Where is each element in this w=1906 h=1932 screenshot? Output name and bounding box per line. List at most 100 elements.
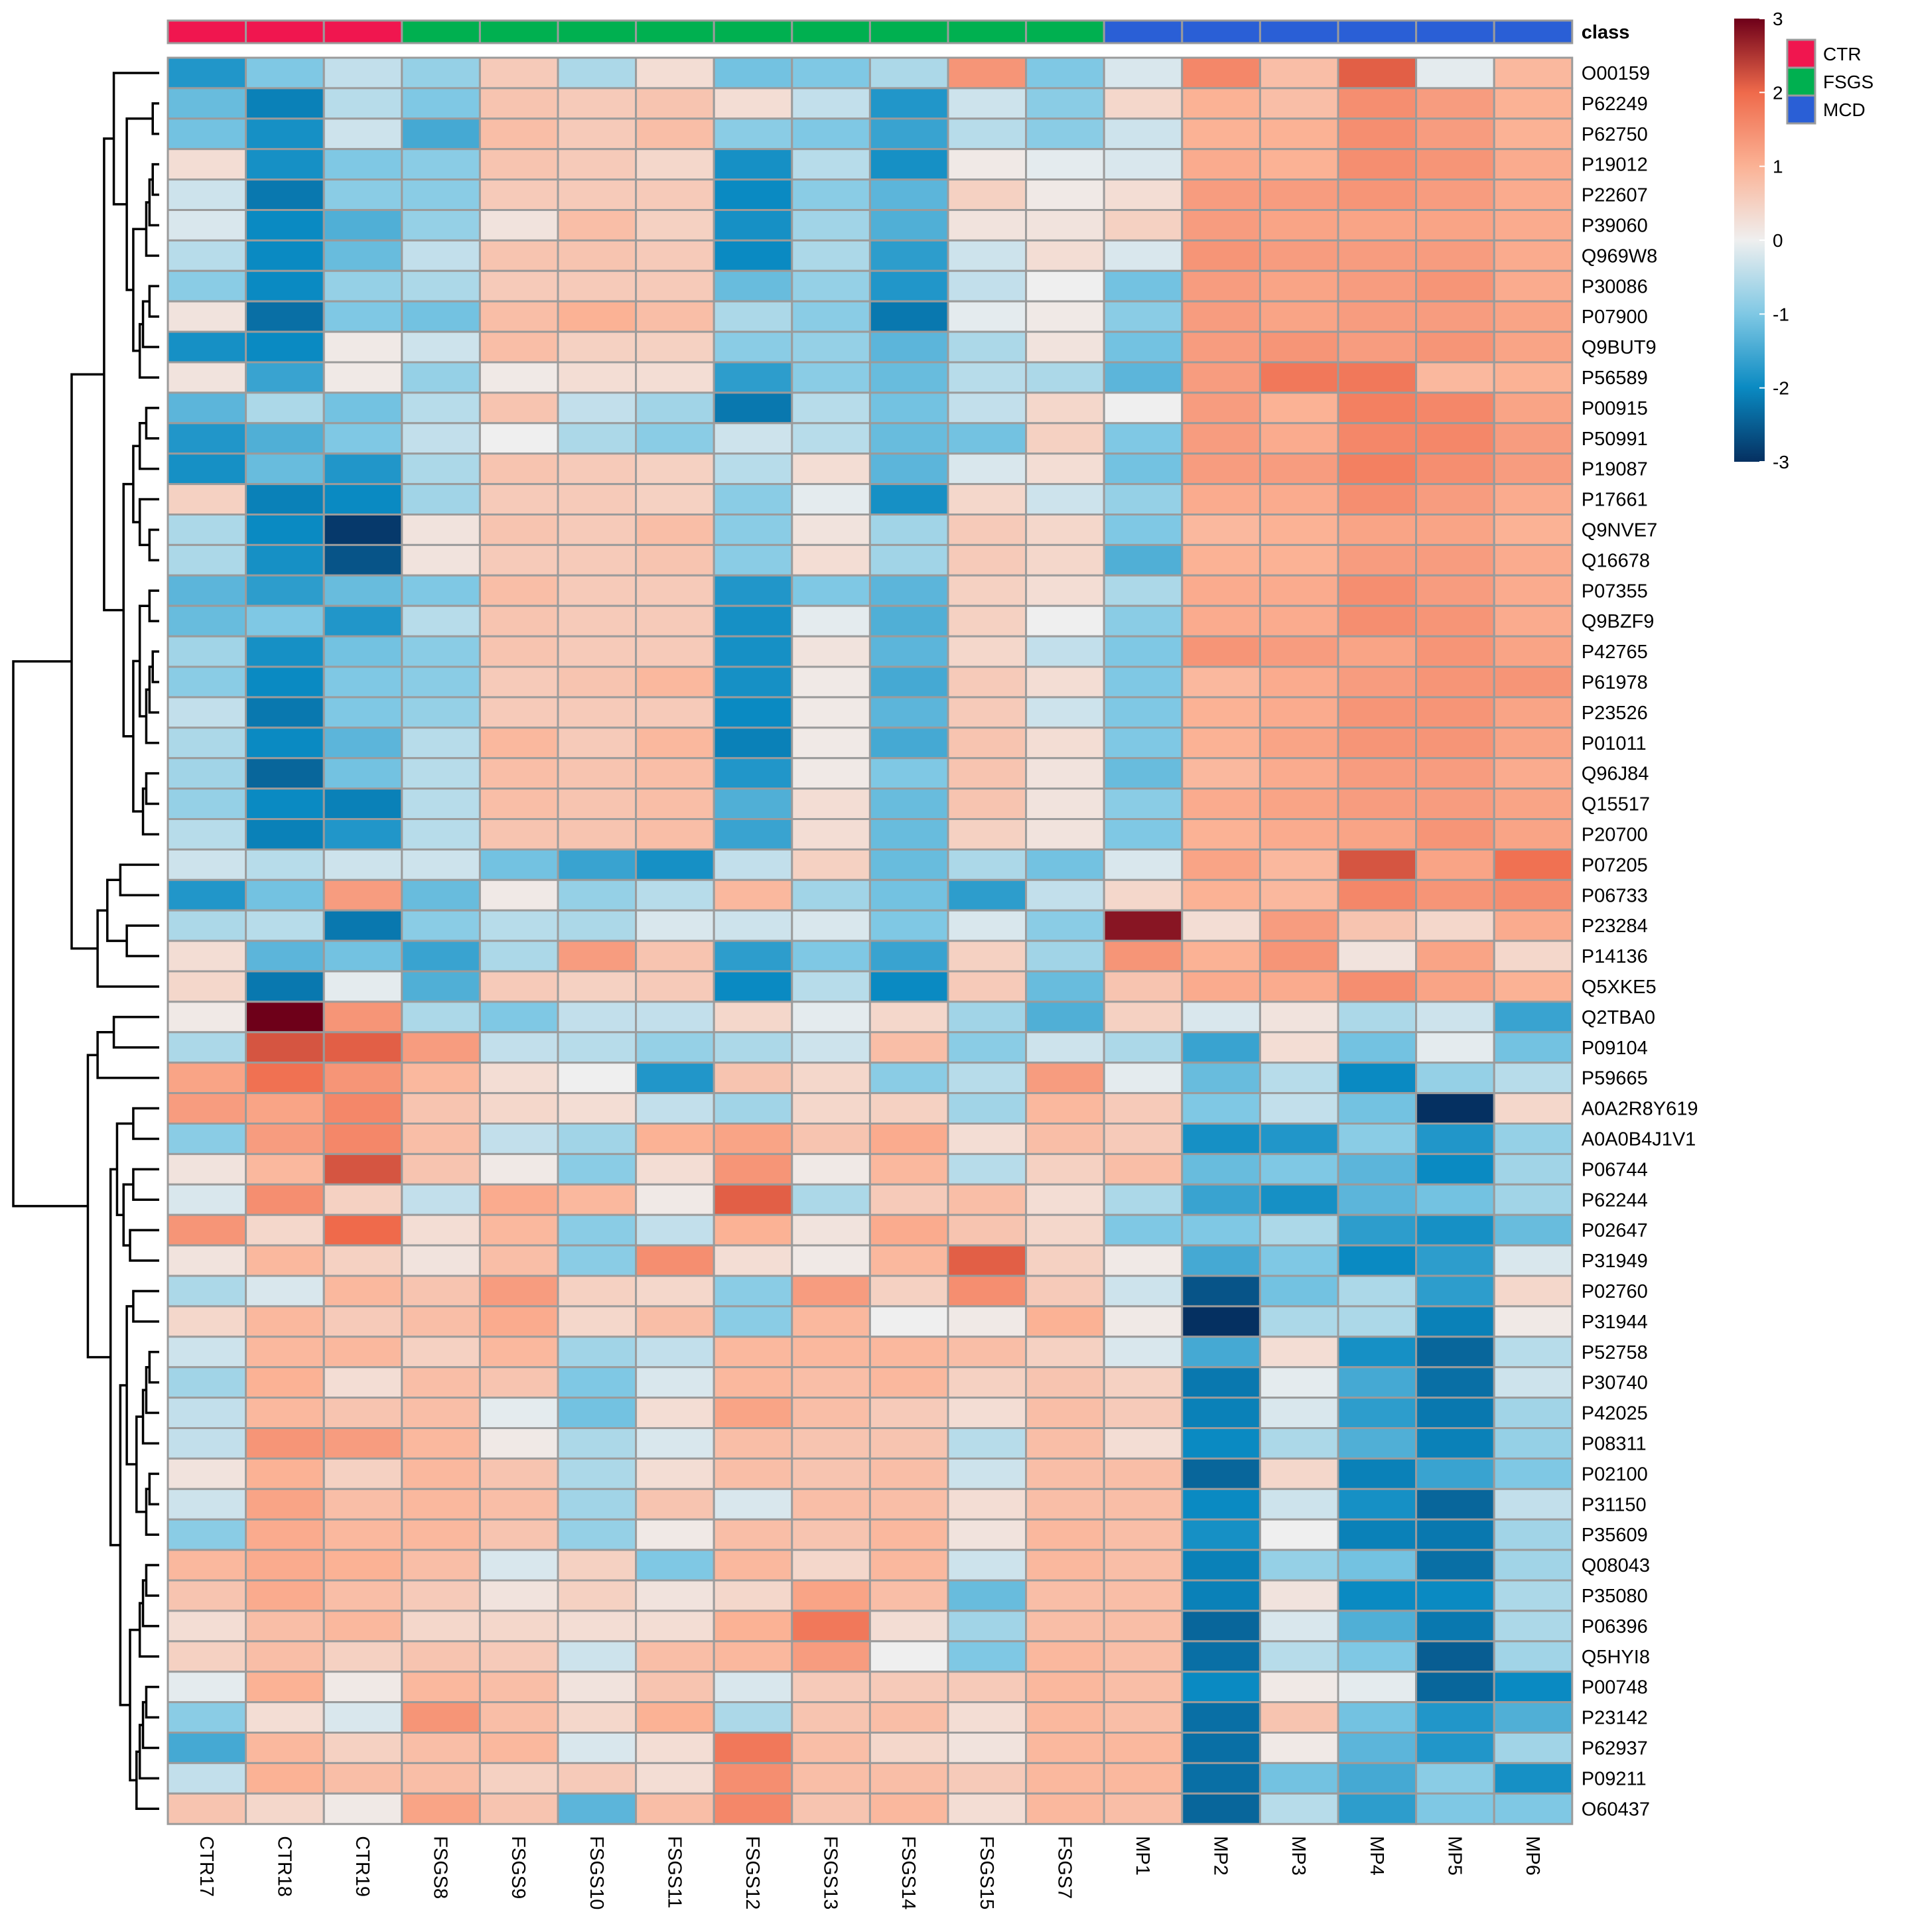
heatmap-cell [1493,87,1574,120]
heatmap-cell [401,1244,481,1277]
heatmap-cell [167,1152,247,1186]
heatmap-cell [713,1000,793,1034]
heatmap-cell [1025,1732,1105,1764]
heatmap-cell [245,1244,325,1277]
dendrogram-branch [115,1122,133,1216]
heatmap-cell [557,543,638,577]
heatmap-cell [1415,361,1495,394]
heatmap-cell [713,56,793,90]
heatmap-cell [635,1152,715,1186]
heatmap-cell [322,1092,403,1125]
heatmap-cell [1415,848,1495,881]
dendrogram-branch [70,373,104,950]
heatmap-cell [322,788,403,820]
heatmap-cell [401,604,481,638]
dendrogram-branch [148,178,159,227]
column-label: MP2 [1210,1836,1231,1876]
heatmap-cell [791,818,871,851]
heatmap-cell [791,1305,871,1338]
heatmap-cell [478,1152,559,1186]
heatmap-cell [478,178,559,212]
heatmap-cell [1025,452,1105,486]
heatmap-cell [947,1275,1028,1308]
heatmap-cell [1415,1457,1495,1490]
heatmap-cell [1181,1579,1261,1612]
heatmap-cell [1337,1610,1418,1643]
heatmap-cell [1493,635,1574,668]
heatmap-cell [322,635,403,668]
heatmap-cell [947,1366,1028,1399]
heatmap-cell [167,1336,247,1369]
heatmap-cell [478,909,559,942]
heatmap-cell [791,1487,871,1521]
row-label: P50991 [1582,429,1648,450]
heatmap-cell [1025,514,1105,546]
heatmap-cell [868,1397,949,1430]
heatmap-cell [401,1671,481,1704]
heatmap-cell [947,1062,1028,1095]
heatmap-cell [713,1610,793,1643]
heatmap-cell [167,361,247,394]
heatmap-cell [322,909,403,942]
row-label: Q9BUT9 [1582,337,1657,358]
heatmap-cell [1259,788,1339,820]
heatmap-cell [868,1000,949,1034]
heatmap-cell [478,422,559,455]
heatmap-cell [713,1518,793,1551]
heatmap-cell [401,1062,481,1095]
heatmap-cell [167,1305,247,1338]
heatmap-cell [1103,1610,1184,1643]
heatmap-cell [1415,604,1495,638]
heatmap-cell [713,148,793,181]
heatmap-cell [1493,604,1574,638]
heatmap-cell [1103,1701,1184,1734]
heatmap-cell [1337,391,1418,425]
heatmap-cell [478,1062,559,1095]
column-label: CTR19 [352,1836,373,1897]
heatmap-cell [401,1336,481,1369]
dendrogram-branch [106,878,127,942]
heatmap-cell [1103,543,1184,577]
heatmap-cell [1259,1397,1339,1430]
heatmap-cell [635,757,715,790]
heatmap-cell [167,878,247,912]
heatmap-cell [947,1397,1028,1430]
heatmap-cell [1415,1183,1495,1216]
heatmap-cell [947,269,1028,303]
row-label: P07355 [1582,581,1648,602]
heatmap-cell [1103,1244,1184,1277]
heatmap-cell [947,56,1028,90]
heatmap-cell [322,514,403,546]
heatmap-cell [791,543,871,577]
heatmap-cell [1337,361,1418,394]
heatmap-cell [557,1183,638,1216]
heatmap-cell [868,1366,949,1399]
heatmap-cell [868,1792,949,1825]
class-annotation-cell [1337,19,1418,44]
heatmap-cell [1493,1579,1574,1612]
heatmap-cell [167,1123,247,1155]
heatmap-cell [1415,635,1495,668]
heatmap-cell [1259,1183,1339,1216]
heatmap-cell [322,1275,403,1308]
heatmap-cell [1103,1092,1184,1125]
heatmap-cell [1259,1792,1339,1825]
heatmap-cell [947,1000,1028,1034]
heatmap-cell [1181,1610,1261,1643]
heatmap-cell [167,1031,247,1064]
heatmap-cell [167,1549,247,1582]
heatmap-cell [1103,878,1184,912]
heatmap-cell [1181,574,1261,607]
heatmap-cell [1337,1671,1418,1704]
heatmap-cell [401,1275,481,1308]
heatmap-cell [1103,635,1184,668]
heatmap-cell [947,422,1028,455]
heatmap-cell [1415,757,1495,790]
heatmap-cell [1337,209,1418,242]
heatmap-cell [947,1610,1028,1643]
heatmap-cell [167,604,247,638]
heatmap-cell [1181,848,1261,881]
heatmap-cell [868,514,949,546]
heatmap-cell [478,361,559,394]
heatmap-cell [635,788,715,820]
